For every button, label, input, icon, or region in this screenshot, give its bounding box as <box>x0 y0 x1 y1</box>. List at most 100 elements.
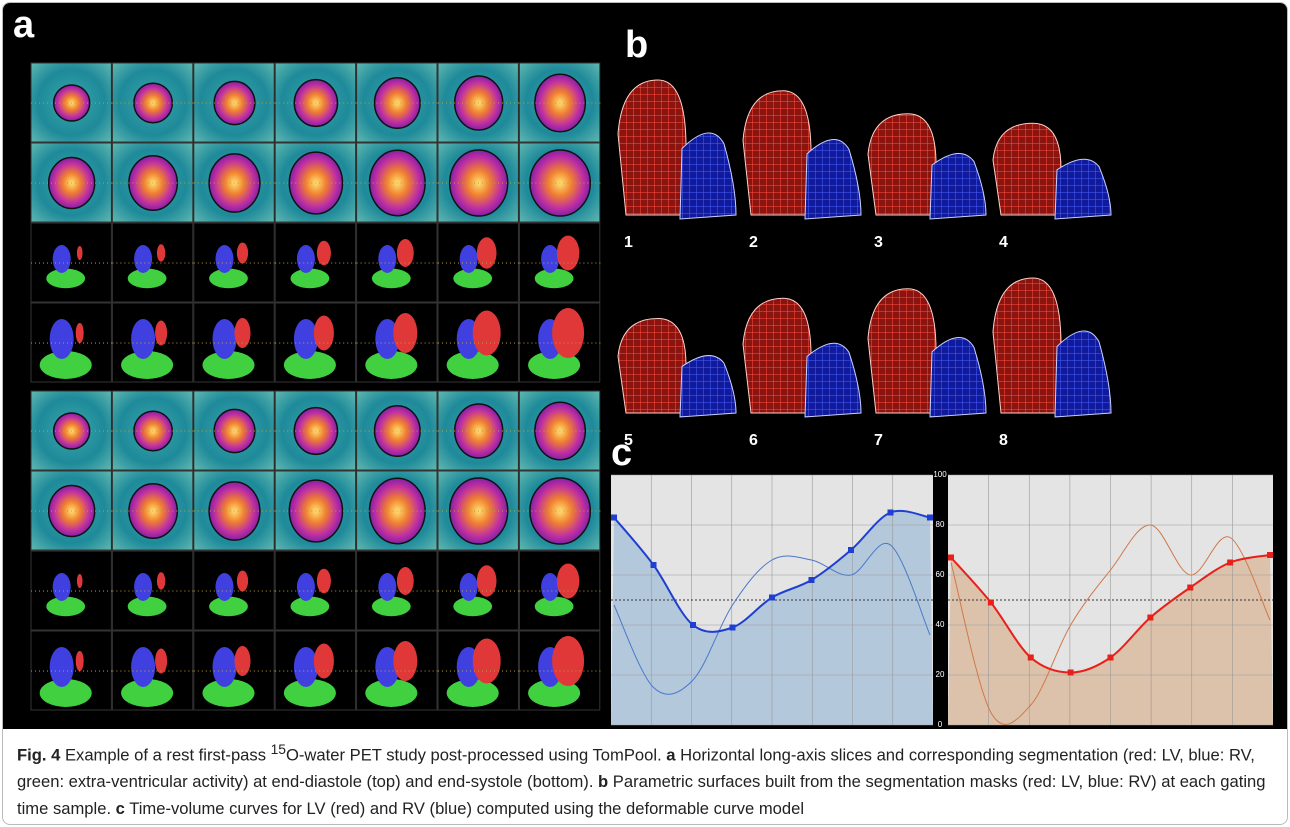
seg-blue <box>212 319 237 359</box>
mesh-lv <box>867 288 941 414</box>
seg-blue <box>375 319 400 359</box>
caption-label: Fig. 4 <box>17 745 61 765</box>
caption-text: Parametric surfaces built from the segme… <box>17 772 1266 818</box>
y-tick-label: 60 <box>936 570 945 579</box>
caption-panel: b <box>598 772 609 792</box>
seg-blue <box>296 573 315 601</box>
mesh-label: 5 <box>624 432 633 449</box>
seg-red <box>76 246 83 260</box>
seg-blue <box>215 245 234 273</box>
mesh-label: 4 <box>999 234 1008 251</box>
seg-red <box>155 648 168 674</box>
seg-red <box>76 574 83 588</box>
mesh-label: 3 <box>874 234 883 251</box>
seg-blue <box>378 573 397 601</box>
seg-green <box>209 268 248 289</box>
mesh-rv <box>679 355 737 418</box>
seg-green <box>39 351 92 379</box>
seg-blue <box>296 245 315 273</box>
mesh-rv <box>1054 330 1112 418</box>
seg-green <box>283 679 336 707</box>
seg-green <box>202 351 255 379</box>
seg-red <box>313 315 334 351</box>
mesh-lv <box>867 113 941 216</box>
seg-red <box>552 308 585 358</box>
caption-panel: c <box>115 798 125 818</box>
seg-red <box>556 563 580 599</box>
mesh-rv <box>1054 158 1112 220</box>
mesh-rv <box>804 139 862 220</box>
point <box>1147 614 1154 621</box>
seg-red <box>236 242 249 264</box>
seg-blue <box>52 245 71 273</box>
seg-green <box>283 351 336 379</box>
y-tick-label: 80 <box>936 520 945 529</box>
curve <box>613 542 931 695</box>
seg-green <box>209 596 248 617</box>
seg-green <box>290 596 330 617</box>
seg-blue <box>134 245 153 273</box>
point <box>987 599 994 606</box>
mesh-rv <box>929 337 987 418</box>
y-tick-label: 20 <box>936 670 945 679</box>
seg-blue <box>215 573 234 601</box>
seg-blue <box>212 647 237 687</box>
point <box>729 624 736 631</box>
panel-label: a <box>13 4 35 46</box>
seg-green <box>534 596 574 617</box>
caption-sup: 15 <box>270 741 286 757</box>
y-tick-label: 0 <box>938 720 943 729</box>
seg-blue <box>293 319 318 359</box>
seg-red <box>476 237 497 269</box>
axis-strip <box>933 475 948 725</box>
point <box>808 577 815 583</box>
mesh-lv <box>742 297 816 414</box>
seg-blue <box>131 319 156 359</box>
caption-text: Example of a rest first-pass <box>60 745 271 765</box>
point <box>887 509 894 516</box>
mesh-rv <box>929 153 987 220</box>
seg-red <box>156 244 166 262</box>
y-tick-label: 40 <box>936 620 945 629</box>
panel-label: b <box>625 24 648 66</box>
seg-blue <box>134 573 153 601</box>
seg-green <box>46 268 86 289</box>
seg-green <box>127 268 167 289</box>
point <box>1267 552 1273 558</box>
point <box>848 547 854 553</box>
seg-blue <box>49 319 74 359</box>
mesh-label: 1 <box>624 234 633 251</box>
seg-red <box>75 651 84 671</box>
seg-blue <box>459 245 478 273</box>
mesh-lv <box>617 317 691 414</box>
seg-blue <box>459 573 478 601</box>
seg-green <box>290 268 330 289</box>
seg-green <box>446 351 499 379</box>
panel-label: c <box>611 432 632 474</box>
caption-panel: a <box>666 745 676 765</box>
mesh-label: 7 <box>874 432 883 449</box>
seg-green <box>371 268 411 289</box>
seg-green <box>121 351 174 379</box>
seg-blue <box>378 245 397 273</box>
point <box>769 594 775 601</box>
seg-red <box>472 310 501 356</box>
point <box>690 622 696 628</box>
seg-red <box>234 318 251 348</box>
point <box>1027 654 1034 661</box>
seg-blue <box>375 647 400 687</box>
seg-blue <box>541 573 560 601</box>
point <box>948 554 954 561</box>
seg-red <box>156 572 166 590</box>
point <box>927 514 933 521</box>
seg-blue <box>49 647 74 687</box>
mesh-label: 8 <box>999 432 1008 449</box>
seg-green <box>534 268 574 289</box>
point <box>650 562 657 568</box>
mesh-label: 6 <box>749 432 758 449</box>
seg-blue <box>131 647 156 687</box>
mesh-lv <box>992 277 1066 414</box>
seg-red <box>316 240 331 266</box>
